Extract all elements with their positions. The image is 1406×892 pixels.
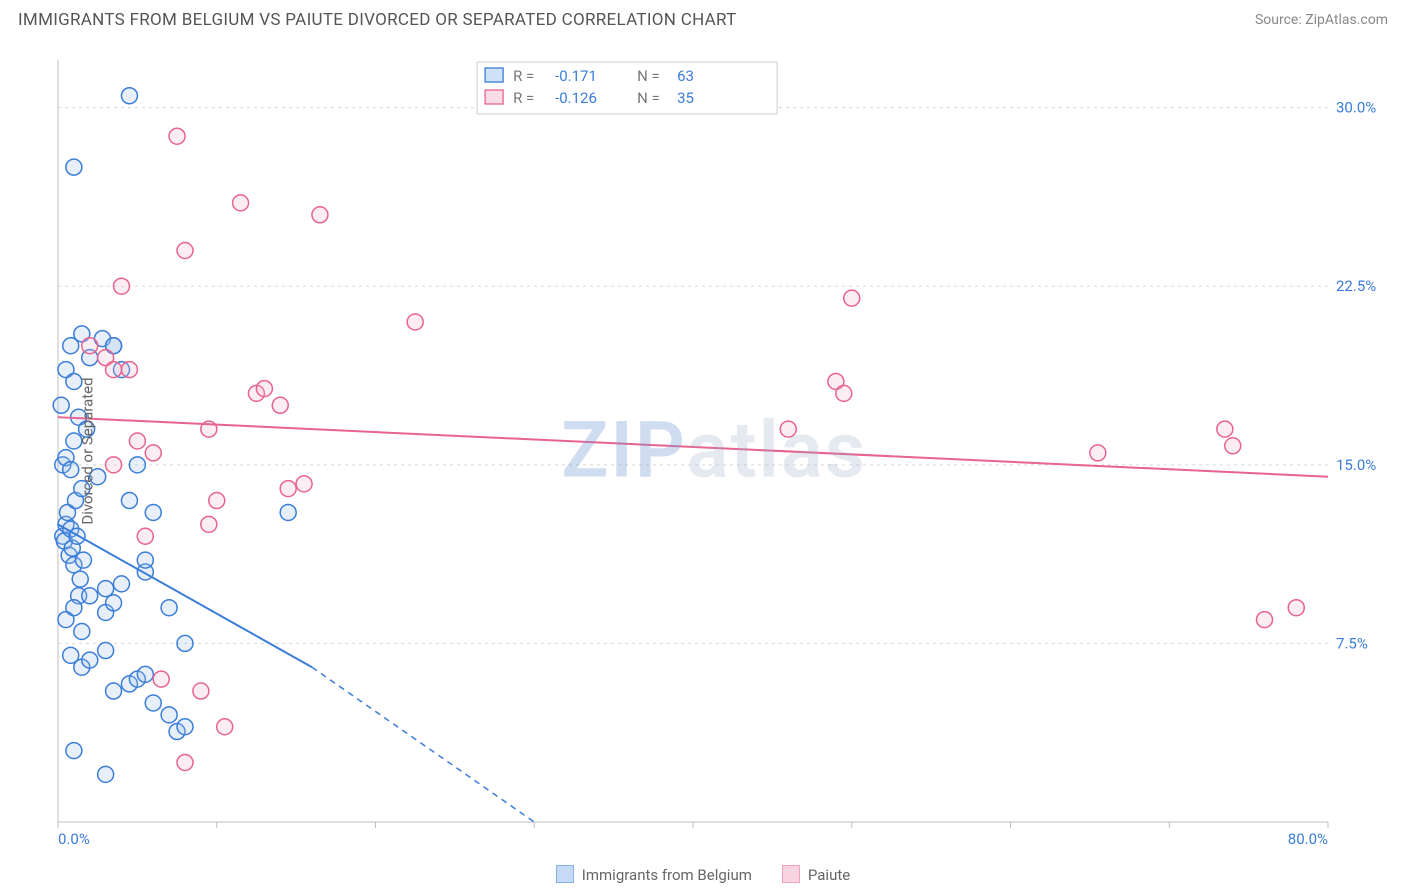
data-point <box>137 552 153 568</box>
data-point <box>98 581 114 597</box>
x-min-label: 0.0% <box>58 830 90 848</box>
correlation-box: R = -0.171 N = 63 R = -0.126 N = 35 <box>477 62 777 114</box>
data-point <box>74 624 90 640</box>
legend-swatch <box>485 90 503 104</box>
data-point <box>63 462 79 478</box>
data-point <box>137 666 153 682</box>
data-point <box>256 381 272 397</box>
data-point <box>53 397 69 413</box>
data-point <box>106 683 122 699</box>
data-point <box>121 493 137 509</box>
legend-label: Immigrants from Belgium <box>582 866 752 884</box>
data-point <box>72 571 88 587</box>
data-point <box>312 207 328 223</box>
data-point <box>98 643 114 659</box>
data-point <box>1217 421 1233 437</box>
data-point <box>1257 612 1273 628</box>
legend-swatch <box>485 68 503 82</box>
source-link[interactable]: ZipAtlas.com <box>1305 12 1388 28</box>
x-max-label: 80.0% <box>1288 830 1328 848</box>
data-point <box>145 695 161 711</box>
y-tick-label: 30.0% <box>1336 99 1376 117</box>
data-point <box>75 552 91 568</box>
legend-swatch <box>782 865 800 883</box>
data-point <box>407 314 423 330</box>
corr-n-label: N = <box>637 89 660 107</box>
corr-n-label: N = <box>637 67 660 85</box>
corr-r-value: -0.126 <box>555 89 597 107</box>
data-point <box>177 719 193 735</box>
data-point <box>137 528 153 544</box>
data-point <box>233 195 249 211</box>
data-point <box>82 338 98 354</box>
y-tick-label: 15.0% <box>1336 456 1376 474</box>
source-attribution: Source: ZipAtlas.com <box>1255 12 1388 28</box>
y-tick-label: 22.5% <box>1336 277 1376 295</box>
data-point <box>106 595 122 611</box>
data-point <box>177 635 193 651</box>
plot-area: Divorced or Separated 7.5% 15.0% 22.5% 30.0… <box>40 50 1388 852</box>
data-point <box>66 600 82 616</box>
data-point <box>145 445 161 461</box>
data-point <box>836 385 852 401</box>
data-point <box>82 588 98 604</box>
data-point <box>169 128 185 144</box>
data-point <box>217 719 233 735</box>
data-point <box>106 457 122 473</box>
data-point <box>82 652 98 668</box>
data-point <box>177 754 193 770</box>
data-point <box>209 493 225 509</box>
legend-item: Paiute <box>782 865 850 884</box>
data-point <box>844 290 860 306</box>
legend-label: Paiute <box>808 866 850 884</box>
data-point <box>121 88 137 104</box>
data-point <box>114 278 130 294</box>
data-point <box>153 671 169 687</box>
data-point <box>69 528 85 544</box>
data-point <box>66 159 82 175</box>
data-point <box>161 707 177 723</box>
data-point <box>106 362 122 378</box>
data-point <box>201 516 217 532</box>
corr-r-value: -0.171 <box>555 67 597 85</box>
corr-r-label: R = <box>513 67 534 85</box>
data-point <box>177 243 193 259</box>
data-point <box>1225 438 1241 454</box>
trend-line-dashed <box>312 667 534 822</box>
data-point <box>280 481 296 497</box>
data-point <box>1090 445 1106 461</box>
data-point <box>121 362 137 378</box>
data-point <box>780 421 796 437</box>
corr-n-value: 35 <box>677 89 694 107</box>
corr-n-value: 63 <box>677 67 694 85</box>
data-point <box>1288 600 1304 616</box>
y-tick-label: 7.5% <box>1336 634 1368 652</box>
y-axis-label: Divorced or Separated <box>79 377 97 524</box>
legend-swatch <box>556 865 574 883</box>
data-point <box>129 433 145 449</box>
data-point <box>114 576 130 592</box>
data-point <box>98 766 114 782</box>
source-label: Source: <box>1255 12 1305 28</box>
bottom-legend: Immigrants from Belgium Paiute <box>0 865 1406 884</box>
data-point <box>296 476 312 492</box>
data-point <box>161 600 177 616</box>
data-point <box>66 743 82 759</box>
chart-title: IMMIGRANTS FROM BELGIUM VS PAIUTE DIVORC… <box>18 10 737 30</box>
legend-item: Immigrants from Belgium <box>556 865 752 884</box>
data-point <box>145 504 161 520</box>
trend-line <box>58 417 1328 477</box>
corr-r-label: R = <box>513 89 534 107</box>
data-point <box>272 397 288 413</box>
data-point <box>280 504 296 520</box>
scatter-chart: 7.5% 15.0% 22.5% 30.0% 0.0% 80.0% R = -0.171 N =… <box>40 50 1388 852</box>
data-point <box>193 683 209 699</box>
data-point <box>129 457 145 473</box>
